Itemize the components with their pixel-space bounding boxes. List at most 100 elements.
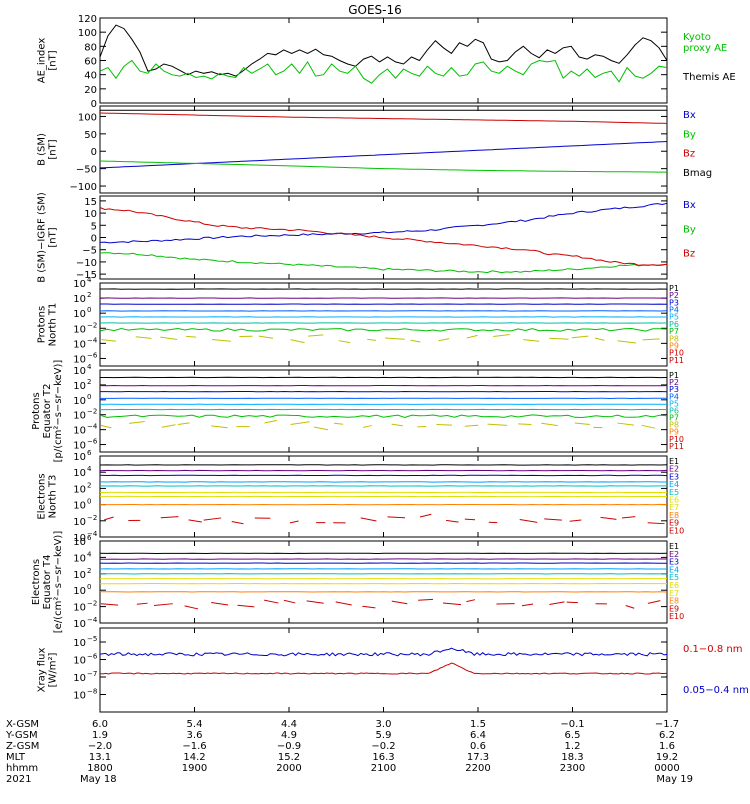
y-axis-label: Electrons	[31, 559, 42, 605]
y-tick-label: 10	[73, 638, 86, 649]
x-axis-row-label: Y-GSM	[5, 730, 38, 741]
y-tick-label: 10	[73, 517, 86, 528]
legend-entry: By	[683, 129, 696, 140]
series-segment	[161, 517, 179, 518]
y-tick-label: 100	[78, 112, 97, 123]
y-axis-label: Protons	[31, 392, 42, 429]
y-tick-label: −5	[82, 246, 97, 257]
y-axis-label: [nT]	[48, 50, 59, 70]
y-tick-exponent: −5	[87, 635, 97, 643]
y-tick-label: 5	[91, 221, 97, 232]
x-axis-row-label: hhmm	[6, 763, 38, 774]
y-tick-label: 10	[73, 339, 86, 350]
series-segment	[465, 519, 475, 520]
legend-entry: Themis AE	[682, 72, 736, 83]
y-axis-label: Protons	[37, 306, 48, 343]
y-tick-label: 15	[84, 197, 97, 208]
y-tick-exponent: −8	[87, 688, 97, 696]
x-axis-value: 1.9	[92, 730, 108, 741]
y-tick-label: 10	[73, 553, 86, 564]
panel-protons-equator-t2	[100, 370, 667, 452]
x-axis-row-label: Z-GSM	[6, 741, 39, 752]
x-axis-value: −1.6	[182, 741, 206, 752]
x-axis-value: 1800	[87, 763, 112, 774]
series-line	[100, 25, 667, 76]
y-tick-exponent: −4	[87, 616, 98, 624]
x-axis-value: 2100	[371, 763, 396, 774]
y-tick-label: 120	[78, 14, 97, 25]
series-segment	[549, 338, 568, 339]
x-axis-value: 19.2	[656, 752, 678, 763]
y-tick-exponent: −6	[87, 653, 98, 661]
series-segment	[361, 518, 377, 521]
legend-entry: 0.05−0.4 nm	[683, 685, 749, 696]
legend-entry: 0.1−0.8 nm	[683, 644, 742, 655]
series-segment	[186, 336, 196, 337]
x-axis-value: −1.7	[655, 719, 679, 730]
panel-electrons-north-t3	[100, 456, 667, 537]
series-segment	[420, 514, 431, 517]
x-axis-value: 6.2	[659, 730, 675, 741]
y-tick-label: 80	[84, 42, 97, 53]
series-segment	[648, 601, 660, 604]
y-axis-label: B (SM)	[37, 133, 48, 166]
y-tick-label: 10	[73, 396, 86, 407]
panel-b-sm	[100, 106, 667, 193]
series-line	[100, 415, 667, 418]
x-axis-value: May 19	[656, 774, 693, 785]
y-axis-label: Equator T2	[42, 384, 53, 439]
legend-entry: Kyoto	[683, 32, 711, 43]
x-axis-value: −0.9	[277, 741, 301, 752]
y-tick-exponent: −2	[87, 321, 97, 329]
y-axis-label: [nT]	[48, 227, 59, 247]
x-axis-value: 4.9	[281, 730, 297, 741]
series-segment	[467, 335, 478, 338]
panel-xray-flux	[100, 628, 667, 712]
series-segment	[307, 601, 324, 603]
legend-entry: P11	[669, 356, 684, 365]
series-segment	[204, 518, 221, 520]
y-tick-label: 10	[73, 673, 86, 684]
x-axis-row-label: 2021	[6, 774, 31, 785]
series-segment	[410, 340, 420, 342]
y-tick-exponent: −6	[87, 438, 98, 446]
series-segment	[465, 425, 478, 426]
series-segment	[211, 426, 227, 428]
x-axis-value: 1900	[182, 763, 207, 774]
panel-electrons-equator-t4	[100, 541, 667, 623]
y-tick-label: 10	[73, 426, 86, 437]
x-axis-value: 4.4	[281, 719, 297, 730]
y-tick-exponent: 2	[87, 378, 91, 386]
series-segment	[626, 605, 635, 608]
series-segment	[541, 423, 557, 425]
series-segment	[618, 341, 636, 343]
series-line	[100, 208, 667, 266]
y-tick-label: 10	[73, 452, 86, 463]
x-axis-value: −2.0	[88, 741, 112, 752]
y-axis-label: B (SM)−IGRF (SM)	[37, 192, 48, 283]
x-axis-value: 3.6	[187, 730, 203, 741]
y-tick-label: 10	[73, 484, 86, 495]
legend-entry: Bmag	[683, 168, 712, 179]
panel-frame	[100, 18, 667, 103]
series-segment	[520, 519, 538, 522]
series-segment	[211, 602, 228, 605]
series-line	[100, 329, 667, 332]
x-axis-value: 0.6	[470, 741, 486, 752]
series-segment	[385, 338, 405, 339]
series-segment	[443, 603, 461, 605]
legend-entry: Bx	[683, 110, 696, 121]
y-tick-label: 10	[73, 366, 86, 377]
y-tick-label: 10	[73, 294, 86, 305]
x-axis-value: 6.4	[470, 730, 486, 741]
series-line	[100, 203, 667, 243]
series-segment	[291, 422, 310, 425]
y-tick-exponent: 6	[87, 449, 92, 457]
series-segment	[178, 423, 190, 425]
panel-ae-index	[100, 18, 667, 103]
x-axis-value: 13.1	[89, 752, 111, 763]
series-segment	[284, 600, 295, 603]
y-tick-label: 10	[73, 324, 86, 335]
y-tick-exponent: 6	[87, 534, 92, 542]
series-segment	[264, 420, 276, 423]
